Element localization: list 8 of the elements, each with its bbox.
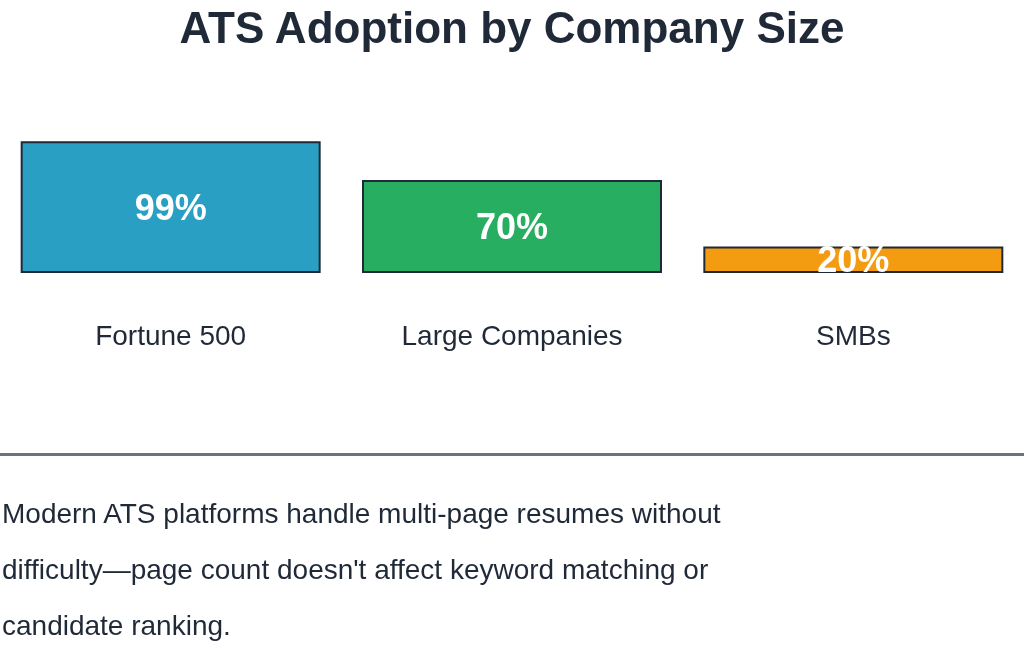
data-label: 20% <box>817 239 890 281</box>
text: Modern ATS platforms handle multi-page resumes without difficulty—page count doesn't affect keyword matching or candidate ranking. <box>2 497 722 643</box>
data-label: 99% <box>134 186 207 228</box>
chart-title: ATS Adoption by Company Size <box>179 2 845 52</box>
x-tick-label: Large Companies <box>401 319 623 351</box>
data-label: 70% <box>475 205 549 247</box>
x-tick-label: Fortune 500 <box>95 319 247 351</box>
x-tick-label: SMBs <box>815 319 891 351</box>
